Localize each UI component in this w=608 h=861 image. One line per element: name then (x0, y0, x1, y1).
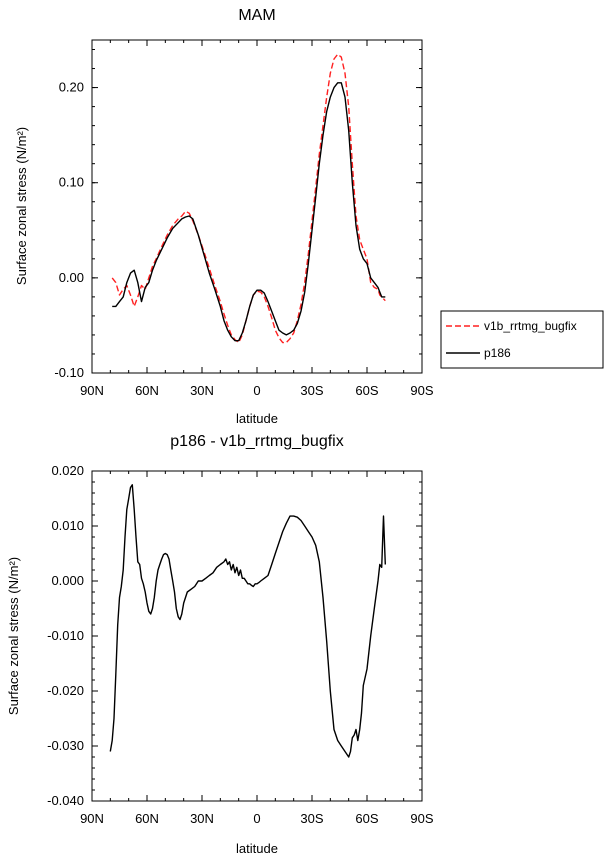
top-x-tick-label: 30N (190, 383, 214, 398)
top-panel-ylabel: Surface zonal stress (N/m²) (14, 127, 29, 285)
top-panel-xlabel: latitude (236, 411, 278, 426)
top-series-line-v1b-rrtmg-bugfix (111, 53, 386, 344)
bottom-panel-difference: p186 - v1b_rrtmg_bugfix 90N 60N 30N 0 30S 60S… (6, 433, 434, 856)
bottom-y-tick-label: -0.020 (47, 683, 84, 698)
bottom-panel-ylabel: Surface zonal stress (N/m²) (6, 557, 21, 715)
top-x-tick-label: 30S (300, 383, 323, 398)
bottom-panel-frame (91, 470, 423, 802)
top-x-tick-label: 0 (253, 383, 260, 398)
bottom-x-tick-label: 60S (355, 811, 378, 826)
top-x-tick-label: 90S (410, 383, 433, 398)
bottom-x-tick-label: 30N (190, 811, 214, 826)
top-y-tick-label: 0.20 (59, 80, 84, 95)
bottom-y-tick-label: 0.020 (51, 463, 84, 478)
bottom-panel-axes: 90N 60N 30N 0 30S 60S 90S -0.040 -0.030 -0.020 -0.… (47, 463, 434, 826)
top-x-tick-label: 60N (135, 383, 159, 398)
bottom-x-tick-label: 60N (135, 811, 159, 826)
top-panel-frame (91, 39, 423, 374)
bottom-y-tick-label: 0.010 (51, 518, 84, 533)
top-x-tick-label: 90N (80, 383, 104, 398)
top-y-tick-label: 0.00 (59, 270, 84, 285)
top-panel-axes: 90N 60N 30N 0 30S 60S 90S -0.10 0.00 0.10 0.20 (54, 40, 434, 398)
bottom-series-line-p186-v1b-rrtmg-bugfix (109, 484, 386, 758)
bottom-x-tick-label: 0 (253, 811, 260, 826)
top-panel-mam: MAM 90N 60N 30N 0 30S 60S 90S -0.10 0.00 0.10 0.20… (14, 7, 434, 426)
bottom-panel-title: p186 - v1b_rrtmg_bugfix (170, 433, 343, 450)
legend-box (440, 310, 604, 369)
bottom-y-tick-label: 0.000 (51, 573, 84, 588)
legend: v1b_rrtmg_bugfix p186 (440, 310, 604, 369)
bottom-y-tick-label: -0.040 (47, 793, 84, 808)
top-y-tick-label: -0.10 (54, 365, 84, 380)
top-panel-series (111, 53, 386, 344)
top-series-line-p186 (112, 82, 386, 342)
bottom-panel-xlabel: latitude (236, 841, 278, 856)
top-x-tick-label: 60S (355, 383, 378, 398)
top-y-tick-label: 0.10 (59, 175, 84, 190)
bottom-x-tick-label: 90N (80, 811, 104, 826)
legend-label-v1b: v1b_rrtmg_bugfix (484, 319, 577, 333)
bottom-panel-series (109, 484, 386, 758)
bottom-y-tick-label: -0.030 (47, 738, 84, 753)
legend-label-p186: p186 (484, 346, 511, 360)
bottom-y-tick-label: -0.010 (47, 628, 84, 643)
top-panel-title: MAM (238, 7, 275, 24)
bottom-x-tick-label: 30S (300, 811, 323, 826)
bottom-x-tick-label: 90S (410, 811, 433, 826)
